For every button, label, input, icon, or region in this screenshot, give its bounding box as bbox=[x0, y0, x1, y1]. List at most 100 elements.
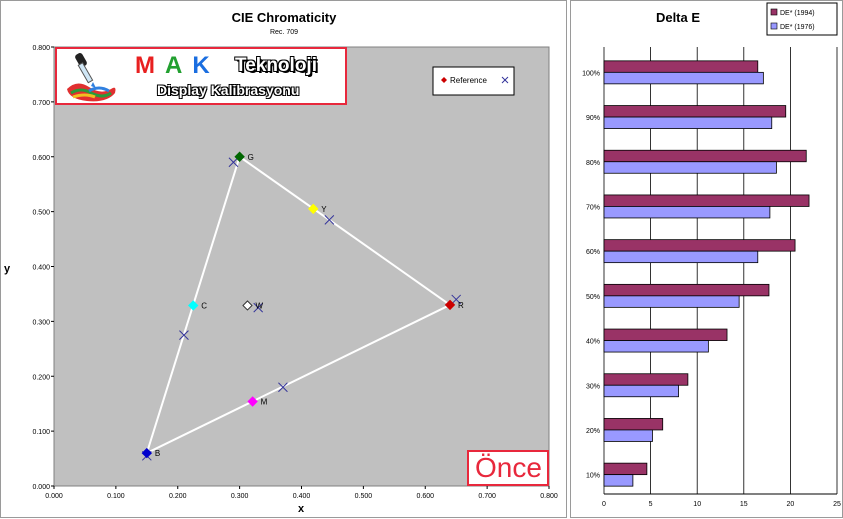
bar bbox=[603, 429, 653, 442]
x-tick-label: 0.000 bbox=[45, 493, 63, 500]
measured-point bbox=[451, 294, 462, 305]
legend: DE* (1994) DE* (1976) bbox=[766, 2, 838, 36]
chart-title: Delta E bbox=[656, 10, 700, 25]
bar bbox=[603, 250, 759, 264]
legend-box bbox=[766, 2, 838, 36]
bar bbox=[603, 105, 787, 118]
y-tick-label: 0.700 bbox=[32, 100, 50, 107]
logo-box: MAK Teknoloji Display Kalibrasyonu bbox=[55, 47, 347, 105]
reference-point bbox=[308, 203, 319, 215]
x-tick-label: 10 bbox=[693, 501, 701, 508]
bar bbox=[603, 283, 770, 297]
bar bbox=[603, 418, 664, 431]
y-tick-label: 0.400 bbox=[32, 265, 50, 272]
logo-letter-a: A bbox=[165, 52, 193, 79]
category-label: 100% bbox=[582, 70, 600, 77]
x-tick-label: 0.400 bbox=[293, 493, 311, 500]
legend: Reference bbox=[432, 66, 515, 96]
reference-point bbox=[234, 151, 245, 162]
reference-point-label: M bbox=[261, 397, 268, 406]
measured-cross-stroke bbox=[451, 294, 462, 305]
x-tick-label: 5 bbox=[649, 501, 653, 508]
category-label: 70% bbox=[586, 204, 600, 211]
before-stamp: Önce bbox=[467, 450, 549, 486]
y-axis-label: y bbox=[4, 263, 11, 275]
x-tick-label: 0 bbox=[602, 501, 606, 508]
y-tick-label: 0.300 bbox=[32, 319, 50, 326]
y-tick-label: 0.600 bbox=[32, 155, 50, 162]
bar bbox=[603, 373, 689, 386]
reference-point-label: C bbox=[201, 301, 207, 310]
y-tick-label: 0.000 bbox=[32, 484, 50, 491]
x-tick-label: 25 bbox=[833, 501, 841, 508]
legend-entry: DE* (1994) bbox=[780, 10, 815, 17]
plot-area bbox=[53, 46, 550, 487]
logo-letter-k: K bbox=[192, 52, 220, 79]
measured-point bbox=[179, 330, 189, 340]
reference-point-label: G bbox=[248, 153, 254, 162]
measured-point bbox=[278, 382, 288, 393]
legend-marker bbox=[441, 77, 447, 83]
legend-cross bbox=[501, 76, 509, 84]
bar bbox=[603, 206, 771, 219]
measured-point bbox=[228, 157, 239, 168]
delta-e-chart: Delta E 0 5 10 15 20 25 100% 90% 80% 70% 60% 50% 40% 3… bbox=[582, 2, 841, 508]
measured-point bbox=[253, 302, 264, 313]
reference-point bbox=[444, 299, 456, 311]
cie-chart-panel: CIE Chromaticity Rec. 709 0.000 0.100 0.200 0… bbox=[0, 0, 567, 518]
reference-point-label: R bbox=[458, 301, 464, 310]
bar bbox=[603, 71, 764, 85]
bar bbox=[603, 194, 810, 207]
chart-title: CIE Chromaticity bbox=[232, 10, 338, 25]
x-tick-label: 0.700 bbox=[478, 493, 496, 500]
category-label: 90% bbox=[586, 115, 600, 122]
reference-point bbox=[247, 396, 258, 407]
measured-cross-stroke bbox=[228, 157, 239, 168]
x-tick-label: 0.500 bbox=[355, 493, 373, 500]
reference-point-label: B bbox=[155, 449, 160, 458]
legend-box bbox=[432, 66, 515, 96]
bar bbox=[603, 384, 679, 398]
legend-entry: DE* (1976) bbox=[780, 24, 815, 31]
logo-letter-m: M bbox=[135, 52, 165, 79]
legend-swatch bbox=[770, 22, 778, 30]
before-stamp-text: Önce bbox=[475, 452, 542, 483]
reference-point bbox=[242, 300, 253, 311]
bar bbox=[603, 60, 759, 73]
category-label: 60% bbox=[586, 249, 600, 256]
legend-swatch bbox=[770, 8, 778, 16]
category-label: 30% bbox=[586, 383, 600, 390]
dropper-icon bbox=[67, 53, 116, 102]
measured-cross-stroke bbox=[324, 215, 335, 225]
logo-word: Teknoloji bbox=[235, 55, 317, 76]
x-tick-label: 0.600 bbox=[416, 493, 434, 500]
category-label: 50% bbox=[586, 294, 600, 301]
y-tick-label: 0.100 bbox=[32, 429, 50, 436]
bar bbox=[603, 340, 709, 353]
bar bbox=[603, 149, 807, 163]
x-tick-label: 0.800 bbox=[540, 493, 558, 500]
x-tick-label: 0.100 bbox=[107, 493, 125, 500]
bar bbox=[603, 462, 648, 476]
measured-point bbox=[324, 215, 335, 225]
chart-subtitle: Rec. 709 bbox=[270, 29, 298, 36]
bar bbox=[603, 161, 777, 174]
x-tick-label: 15 bbox=[740, 501, 748, 508]
category-label: 40% bbox=[586, 339, 600, 346]
category-label: 80% bbox=[586, 160, 600, 167]
bar bbox=[603, 116, 773, 129]
bar bbox=[603, 295, 740, 308]
category-label: 20% bbox=[586, 428, 600, 435]
bar bbox=[603, 239, 796, 252]
reference-point-label: Y bbox=[321, 205, 327, 214]
y-tick-label: 0.200 bbox=[32, 374, 50, 381]
reference-point bbox=[141, 447, 153, 459]
delta-e-chart-panel: Delta E 0 5 10 15 20 25 100% 90% 80% 70% 60% 50% 40% 3… bbox=[570, 0, 843, 518]
measured-cross-stroke bbox=[253, 302, 264, 313]
cie-chart: CIE Chromaticity Rec. 709 0.000 0.100 0.200 0… bbox=[4, 10, 558, 515]
measured-cross-stroke bbox=[179, 330, 189, 340]
bar bbox=[603, 328, 728, 341]
bar bbox=[603, 474, 634, 487]
x-tick-label: 0.200 bbox=[169, 493, 187, 500]
reference-point bbox=[188, 300, 199, 311]
